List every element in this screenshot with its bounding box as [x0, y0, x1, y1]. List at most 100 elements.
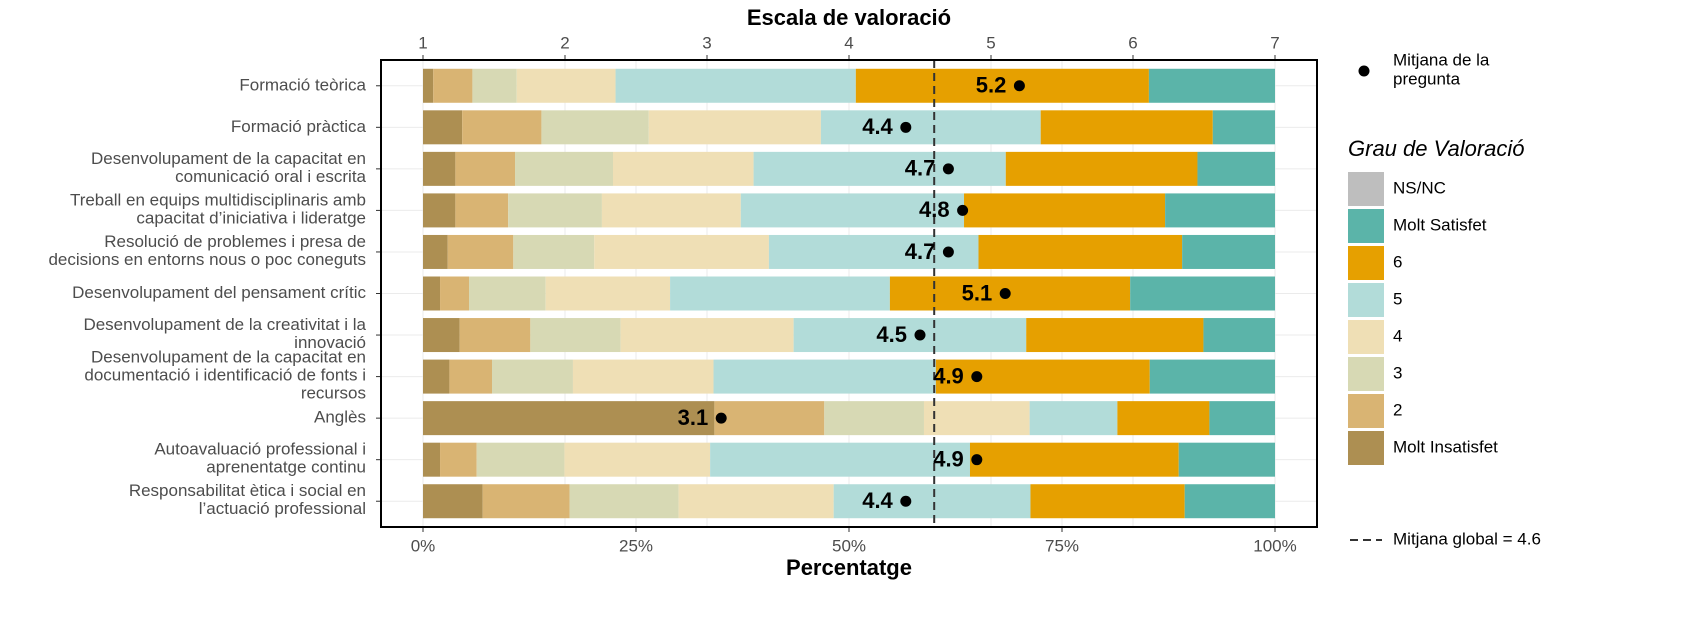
- mean-point: [999, 288, 1011, 299]
- mean-label: 4.7: [905, 156, 936, 181]
- mean-label: 4.8: [919, 197, 950, 222]
- bar-segment: [447, 234, 514, 269]
- bar-segment: [515, 151, 613, 186]
- legend-swatch: [1348, 320, 1384, 354]
- legend-label: 5: [1393, 289, 1402, 308]
- legend-swatch: [1348, 172, 1384, 206]
- x-tick-label: 25%: [619, 536, 653, 555]
- legend-mean-point: [1358, 65, 1370, 77]
- mean-point: [942, 163, 954, 175]
- bar-segment: [423, 276, 441, 311]
- bar-segment: [1117, 401, 1210, 436]
- chart-title: Escala de valoració: [747, 5, 951, 30]
- bar-segment: [1149, 359, 1275, 394]
- x2-tick-label: 5: [986, 33, 995, 52]
- x2-tick-label: 2: [560, 33, 569, 52]
- y-tick-label: Treball en equips multidisciplinaris amb…: [70, 191, 366, 228]
- x-tick-label: 0%: [411, 536, 436, 555]
- bar-segment: [423, 151, 456, 186]
- bar-segment: [476, 442, 565, 477]
- bar-segment: [462, 110, 542, 145]
- legend-label: Molt Satisfet: [1393, 215, 1487, 234]
- y-tick-label: Formació pràctica: [231, 117, 367, 136]
- y-tick-label: Desenvolupament de la capacitat en docume…: [84, 348, 366, 403]
- legend-label: Molt Insatisfet: [1393, 437, 1498, 456]
- legend-label: NS/NC: [1393, 178, 1446, 197]
- legend-swatch: [1348, 246, 1384, 280]
- bar-segment: [433, 68, 473, 103]
- mean-point: [971, 454, 983, 466]
- legend-label: 6: [1393, 252, 1402, 271]
- bar-segment: [449, 359, 493, 394]
- legend-label: 2: [1393, 400, 1402, 419]
- bar-segment: [1029, 401, 1118, 436]
- bar-segment: [459, 318, 531, 353]
- bar-segment: [710, 442, 970, 477]
- bar-segment: [923, 401, 1030, 436]
- mean-point: [1013, 80, 1025, 92]
- bar-segment: [545, 276, 671, 311]
- bar-segment: [423, 442, 441, 477]
- bar-segment: [423, 401, 715, 436]
- legend-swatch: [1348, 431, 1384, 465]
- bar-segment: [1212, 110, 1275, 145]
- bar-segment: [423, 234, 448, 269]
- bar-segment: [469, 276, 546, 311]
- y-tick-label: Desenvolupament de la capacitat en comuni…: [91, 149, 367, 186]
- x-tick-label: 75%: [1045, 536, 1079, 555]
- mean-label: 5.1: [962, 280, 993, 305]
- legend-mean-label: Mitjana de la pregunta: [1393, 51, 1490, 89]
- bar-segment: [620, 318, 794, 353]
- mean-label: 4.4: [862, 488, 893, 513]
- y-tick-label: Autoavaluació professional i aprenentatge…: [154, 440, 366, 477]
- legend-label: 3: [1393, 363, 1402, 382]
- bar-segment: [516, 68, 616, 103]
- x-axis-title: Percentatge: [786, 555, 912, 580]
- bar-segment: [530, 318, 621, 353]
- x2-tick-label: 1: [418, 33, 427, 52]
- bar-segment: [423, 110, 463, 145]
- bar-segment: [824, 401, 924, 436]
- bar-segment: [601, 193, 741, 228]
- mean-label: 4.7: [905, 239, 936, 264]
- bar-segment: [612, 151, 754, 186]
- mean-label: 5.2: [976, 73, 1007, 98]
- mean-point: [914, 329, 926, 341]
- legend-swatch: [1348, 283, 1384, 317]
- y-tick-label: Desenvolupament del pensament crític: [72, 283, 366, 302]
- bar-segment: [455, 193, 509, 228]
- bar-segment: [423, 359, 450, 394]
- bar-segment: [714, 401, 825, 436]
- bar-segment: [440, 276, 470, 311]
- bar-segment: [978, 234, 1183, 269]
- y-tick-label: Formació teòrica: [239, 75, 366, 94]
- legend-swatch: [1348, 357, 1384, 391]
- bar-segment: [423, 318, 460, 353]
- bar-segment: [1184, 484, 1275, 519]
- x2-tick-label: 6: [1128, 33, 1137, 52]
- x-tick-label: 50%: [832, 536, 866, 555]
- bar-segment: [648, 110, 821, 145]
- mean-label: 3.1: [678, 405, 709, 430]
- mean-point: [971, 371, 983, 383]
- y-tick-label: Desenvolupament de la creativitat i la in…: [83, 316, 366, 353]
- mean-label: 4.9: [933, 446, 964, 471]
- bar-segment: [615, 68, 856, 103]
- bar-segment: [1026, 318, 1204, 353]
- mean-label: 4.5: [876, 322, 907, 347]
- bar-segment: [1030, 484, 1185, 519]
- bar-segment: [740, 193, 965, 228]
- bar-segment: [440, 442, 477, 477]
- bar-segment: [492, 359, 573, 394]
- bar-segment: [541, 110, 649, 145]
- bar-segment: [713, 359, 936, 394]
- x2-tick-label: 7: [1270, 33, 1279, 52]
- legend-label: 4: [1393, 326, 1402, 345]
- bar-segment: [1005, 151, 1198, 186]
- mean-point: [900, 121, 912, 133]
- bar-segment: [508, 193, 602, 228]
- bar-segment: [935, 359, 1150, 394]
- bar-segment: [455, 151, 516, 186]
- bar-segment: [513, 234, 595, 269]
